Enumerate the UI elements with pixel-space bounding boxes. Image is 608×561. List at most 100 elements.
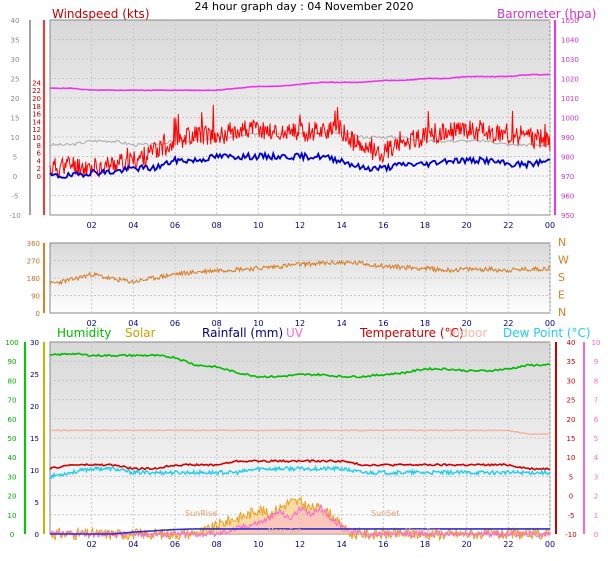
x-tick-label: 08: [212, 540, 222, 549]
x-tick-label: 08: [212, 319, 222, 328]
temperature-tick: 10: [567, 454, 576, 462]
uv-tick: 0: [594, 531, 598, 539]
windspeed-tick: 18: [32, 103, 41, 111]
x-tick-label: 08: [212, 221, 222, 230]
left-outer-tick: 35: [11, 37, 20, 45]
barometer-tick: 970: [561, 173, 574, 181]
compass-label: E: [558, 289, 565, 302]
humidity-tick: 90: [8, 358, 17, 366]
x-tick-label: 04: [128, 540, 138, 549]
x-tick-label: 22: [503, 540, 513, 549]
moonset-annotation: Moon Set: [268, 527, 301, 535]
series-pressure: [49, 73, 551, 92]
x-tick-label: 20: [462, 540, 472, 549]
temperature-tick: -5: [568, 512, 575, 520]
barometer-axis-label: Barometer (hpa): [497, 7, 597, 21]
x-tick-label: 00: [545, 540, 555, 549]
x-tick-label: 10: [253, 221, 263, 230]
x-tick-label: 00: [545, 221, 555, 230]
x-tick-label: 18: [420, 540, 430, 549]
series-direction: [49, 259, 551, 286]
x-tick-label: 00: [545, 319, 555, 328]
windspeed-tick: 4: [37, 157, 42, 165]
windspeed-tick: 20: [32, 95, 41, 103]
rain-tick: 15: [30, 435, 39, 443]
barometer-tick: 950: [561, 212, 574, 220]
compass-label: W: [558, 254, 569, 267]
x-tick-label: 12: [295, 319, 305, 328]
barometer-tick: 1000: [561, 115, 579, 123]
left-outer-tick: 30: [11, 56, 20, 64]
x-tick-label: 20: [462, 221, 472, 230]
legend-solar: Solar: [125, 326, 156, 340]
temperature-tick: 5: [569, 473, 573, 481]
rain-tick: 0: [35, 531, 39, 539]
uv-tick: 7: [594, 397, 598, 405]
series-dew-point: [49, 464, 551, 480]
humidity-tick: 40: [8, 454, 17, 462]
x-tick-label: 22: [503, 319, 513, 328]
x-tick-label: 06: [170, 221, 180, 230]
barometer-tick: 990: [561, 134, 574, 142]
direction-tick: 180: [27, 275, 40, 283]
barometer-tick: 1010: [561, 95, 579, 103]
humidity-tick: 10: [8, 512, 17, 520]
left-outer-tick: -10: [9, 212, 20, 220]
x-tick-label: 02: [87, 319, 97, 328]
left-outer-tick: 5: [13, 154, 17, 162]
legend-temperature: Temperature (°C): [360, 326, 464, 340]
sunrise-annotation: SunRise: [185, 509, 217, 518]
temperature-tick: 40: [567, 339, 576, 347]
windspeed-tick: 6: [37, 150, 42, 158]
uv-tick: 8: [594, 377, 598, 385]
left-outer-tick: 10: [11, 134, 20, 142]
temperature-tick: 0: [569, 493, 573, 501]
direction-tick: 270: [27, 258, 40, 266]
rain-tick: 20: [30, 403, 39, 411]
x-tick-label: 16: [378, 221, 388, 230]
uv-tick: 5: [594, 435, 598, 443]
rain-tick: 25: [30, 371, 39, 379]
x-tick-label: 02: [87, 221, 97, 230]
rain-tick: 5: [35, 499, 39, 507]
moonrise-annotation: Moon Rise: [405, 527, 441, 535]
x-tick-label: 16: [378, 540, 388, 549]
x-tick-label: 18: [420, 319, 430, 328]
barometer-tick: 980: [561, 154, 574, 162]
humidity-tick: 60: [8, 416, 17, 424]
direction-tick: 360: [27, 240, 40, 248]
wind-pressure-panel: -10-505101520253035400246810121416182022…: [9, 17, 579, 230]
windspeed-axis-label: Windspeed (kts): [52, 7, 150, 21]
windspeed-tick: 12: [32, 126, 41, 134]
left-outer-tick: 40: [11, 17, 20, 25]
series-solar-fill: [50, 497, 550, 540]
temperature-tick: 20: [567, 416, 576, 424]
windspeed-tick: 0: [37, 173, 41, 181]
barometer-tick: 1050: [561, 17, 579, 25]
legend-rainfall: Rainfall (mm): [202, 326, 284, 340]
temperature-tick: -10: [565, 531, 576, 539]
left-outer-tick: 25: [11, 76, 20, 84]
temperature-tick: 15: [567, 435, 576, 443]
uv-tick: 3: [594, 473, 598, 481]
left-outer-tick: 20: [11, 95, 20, 103]
windspeed-tick: 10: [32, 134, 41, 142]
legend-humidity: Humidity: [57, 326, 112, 340]
windspeed-tick: 8: [37, 142, 41, 150]
chart-title: 24 hour graph day : 04 November 2020: [194, 0, 414, 13]
series-average-wind: [49, 150, 551, 179]
series-temperature: [49, 459, 551, 471]
series-uv-fill: [50, 504, 550, 537]
uv-tick: 2: [594, 493, 598, 501]
temperature-tick: 30: [567, 377, 576, 385]
humidity-tick: 30: [8, 473, 17, 481]
barometer-tick: 960: [561, 193, 574, 201]
series-gust: [49, 104, 551, 178]
windspeed-tick: 16: [32, 111, 41, 119]
uv-tick: 1: [594, 512, 598, 520]
legend-dew-point: Dew Point (°C): [503, 326, 591, 340]
multi-panel: 0102030405060708090100051015202530-10-50…: [5, 339, 600, 549]
windspeed-tick: 22: [32, 87, 41, 95]
